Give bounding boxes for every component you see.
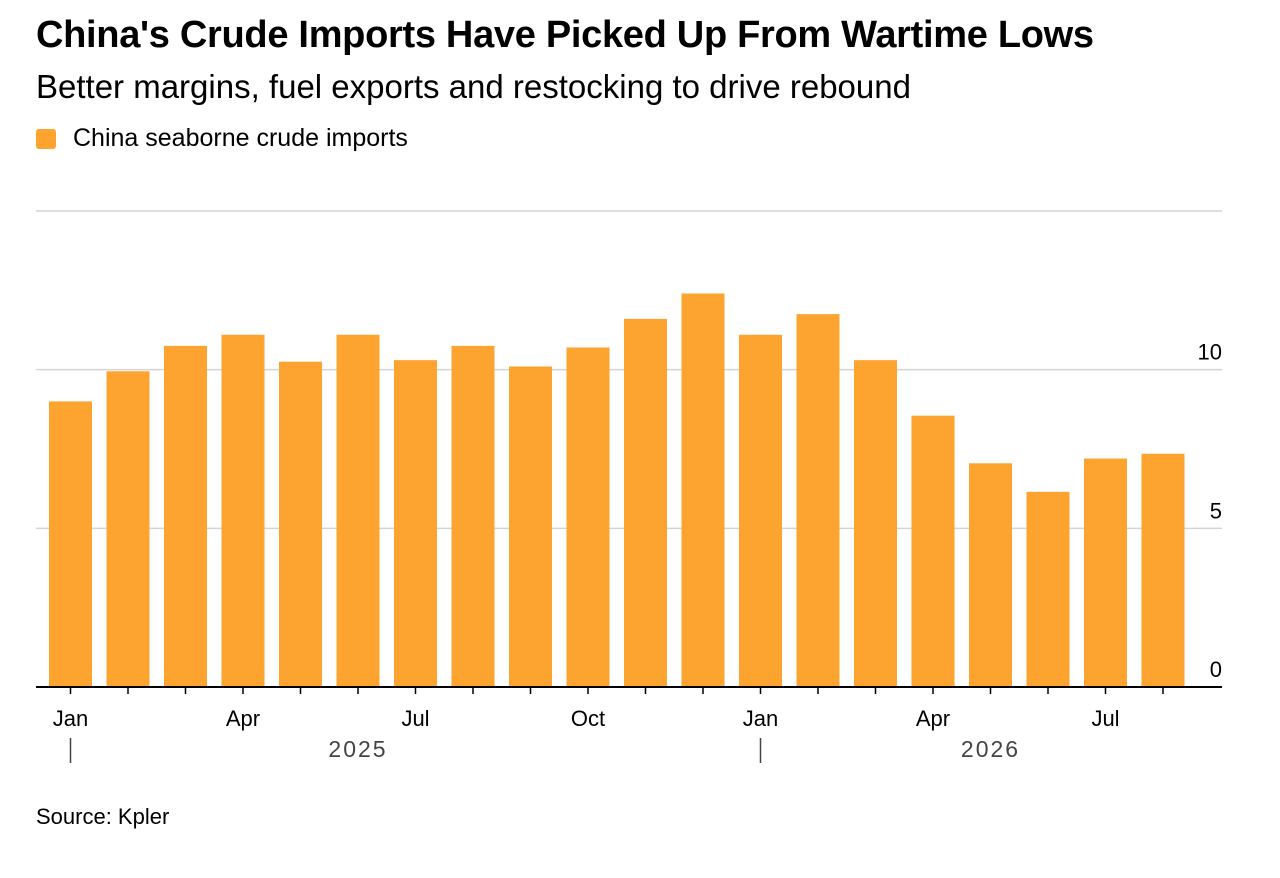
bar	[106, 371, 150, 687]
bar	[854, 360, 897, 687]
x-tick-label: Oct	[571, 706, 605, 731]
year-label: 2025	[328, 736, 387, 762]
bar	[394, 360, 437, 687]
x-tick-label: Jan	[743, 706, 778, 731]
x-tick-label: Jul	[1091, 706, 1119, 731]
x-axis: Jan Apr Jul Oct Jan Apr Jul 2025 2026	[36, 686, 1222, 763]
bar	[1141, 453, 1185, 687]
bar	[164, 345, 207, 687]
bar	[624, 318, 667, 687]
bar	[221, 334, 265, 687]
bar	[911, 415, 955, 687]
y-tick-label: 10	[1198, 340, 1222, 365]
bar	[509, 366, 552, 687]
bar	[681, 293, 725, 687]
legend-swatch	[36, 128, 56, 149]
x-tick-label: Apr	[226, 706, 260, 731]
bar	[49, 401, 92, 687]
year-label: 2026	[961, 736, 1020, 762]
legend: China seaborne crude imports	[36, 124, 408, 153]
bar	[1084, 458, 1127, 687]
bar	[336, 334, 380, 687]
y-tick-label: 5	[1210, 498, 1222, 523]
x-tick-label: Apr	[916, 706, 950, 731]
bar	[566, 347, 610, 687]
bars	[49, 293, 1185, 687]
bar	[451, 345, 495, 687]
legend-label: China seaborne crude imports	[73, 124, 408, 152]
bar	[969, 463, 1012, 687]
y-axis-labels: 0 5 10	[1198, 340, 1222, 682]
x-tick-label: Jan	[53, 706, 88, 731]
y-tick-label: 0	[1210, 657, 1222, 682]
chart-title: China's Crude Imports Have Picked Up Fro…	[36, 14, 1094, 56]
bar	[279, 361, 322, 687]
source-note: Source: Kpler	[36, 804, 170, 829]
bar	[796, 314, 840, 687]
bar	[1026, 491, 1070, 687]
bar	[739, 334, 782, 687]
chart-subtitle: Better margins, fuel exports and restock…	[36, 68, 911, 105]
bar-chart: Jan Apr Jul Oct Jan Apr Jul 2025 2026 0 5 10	[36, 210, 1222, 763]
x-tick-label: Jul	[401, 706, 429, 731]
